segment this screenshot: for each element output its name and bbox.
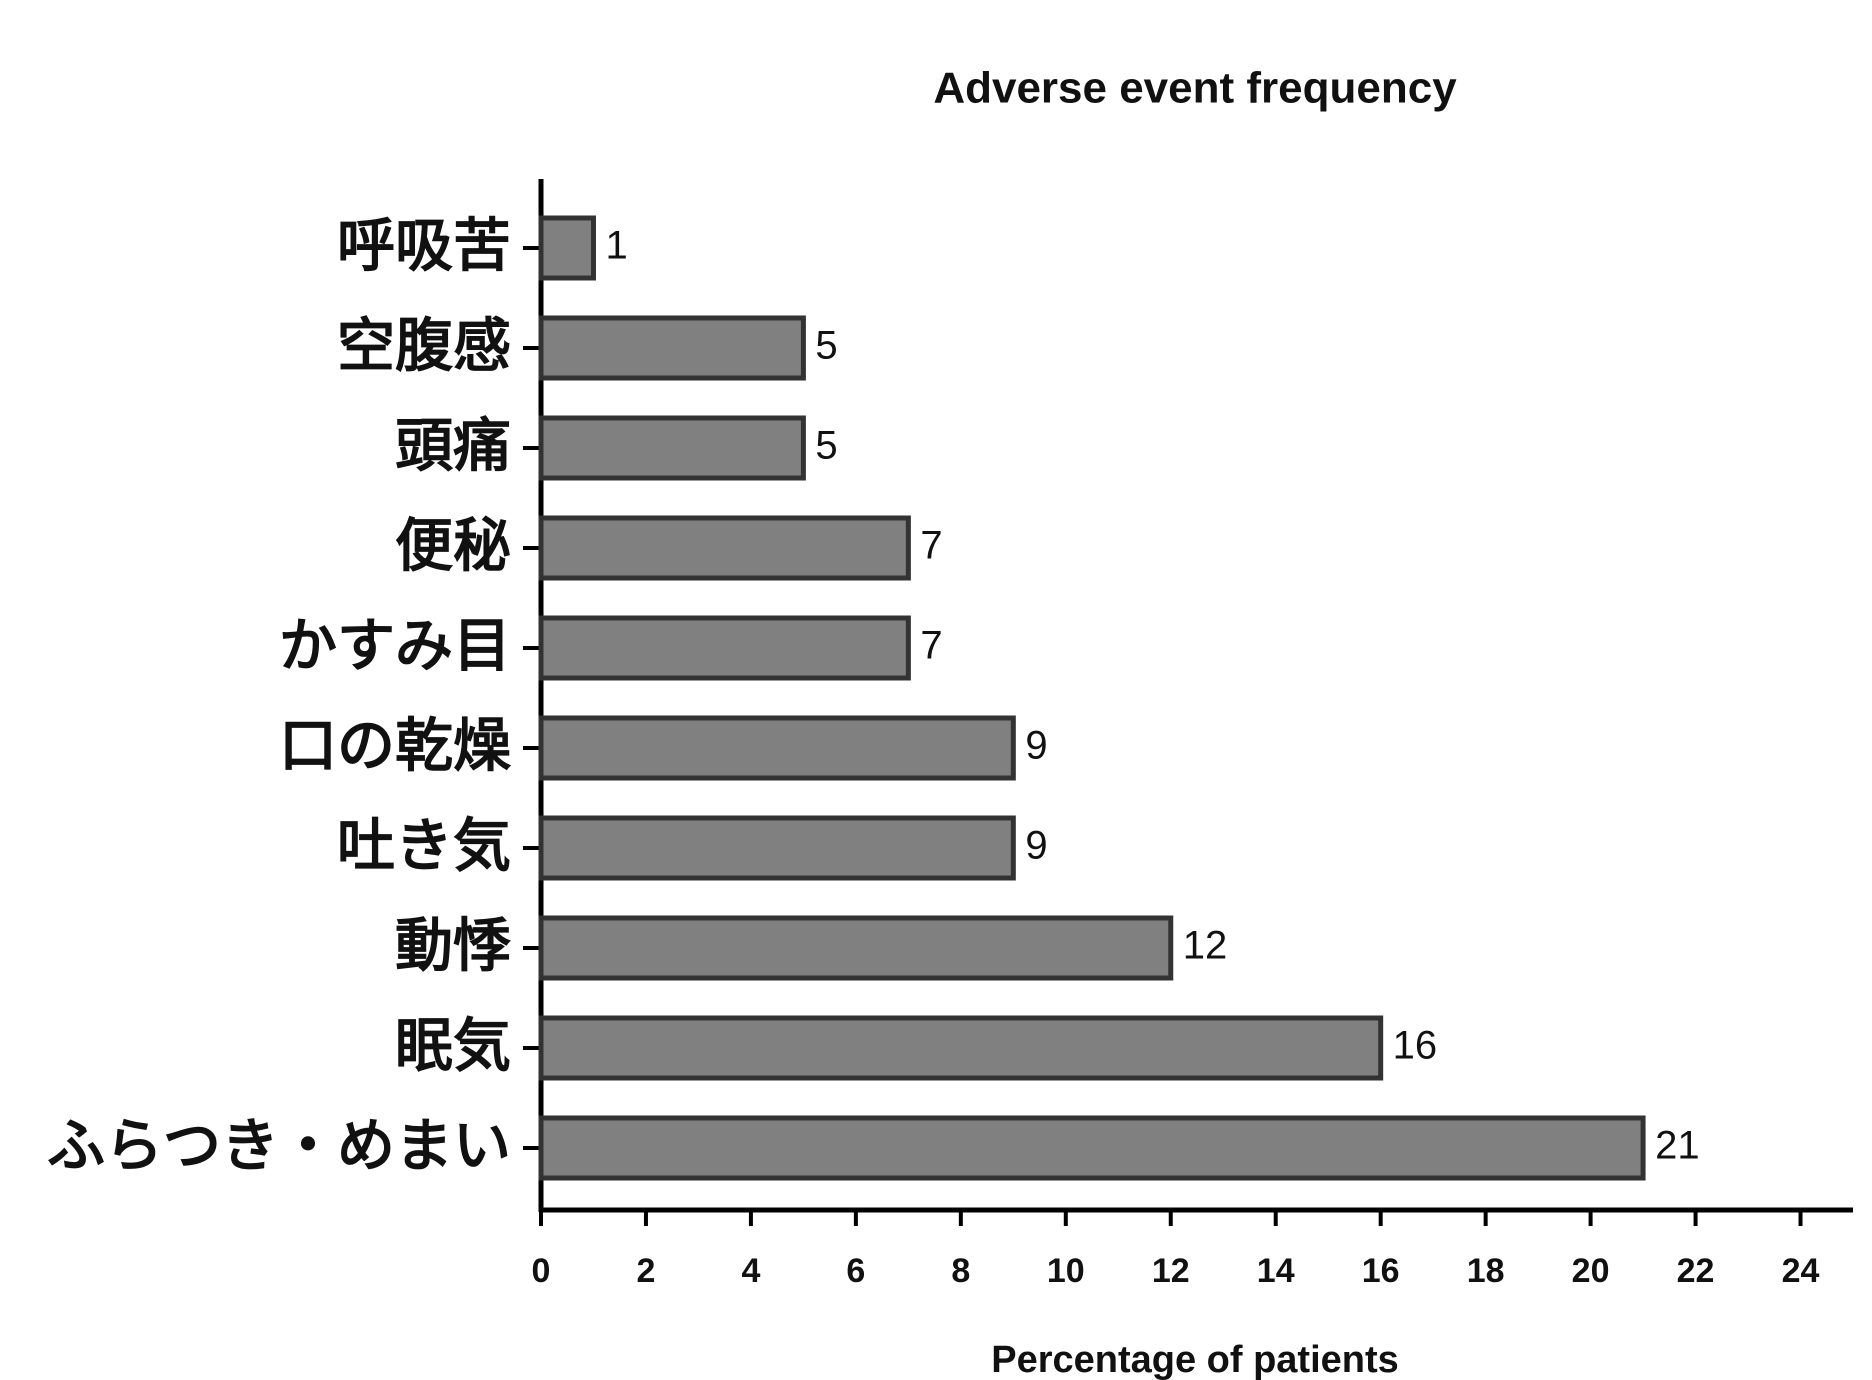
- x-tick-label: 18: [1467, 1252, 1505, 1290]
- data-label: 9: [1025, 824, 1047, 868]
- x-tick-label: 16: [1362, 1252, 1400, 1290]
- bar: [538, 1015, 1384, 1081]
- data-label: 1: [605, 224, 627, 268]
- bar: [538, 615, 911, 681]
- y-tick-label: 動悸: [395, 913, 512, 978]
- chart-title: Adverse event frequency: [933, 64, 1457, 113]
- x-tick-label: 20: [1572, 1252, 1610, 1290]
- bar: [538, 415, 806, 481]
- y-tick-label: 頭痛: [395, 413, 511, 478]
- bar: [538, 215, 596, 281]
- x-axis-label: Percentage of patients: [991, 1339, 1399, 1380]
- bar: [538, 315, 806, 381]
- x-tick-label: 4: [741, 1252, 760, 1290]
- x-tick-label: 24: [1782, 1252, 1820, 1290]
- data-label: 7: [920, 524, 942, 568]
- data-label: 16: [1393, 1024, 1438, 1068]
- bar: [538, 515, 911, 581]
- y-tick-label: 便秘: [395, 513, 511, 578]
- y-tick-label: 空腹感: [337, 313, 511, 378]
- data-label: 9: [1025, 724, 1047, 768]
- y-tick-label: 眠気: [395, 1013, 511, 1078]
- x-tick-label: 10: [1047, 1252, 1085, 1290]
- y-tick-label: 口の乾燥: [279, 713, 512, 778]
- y-tick-label: ふらつき・めまい: [47, 1113, 511, 1178]
- x-tick-label: 0: [532, 1252, 551, 1290]
- x-tick-label: 2: [636, 1252, 655, 1290]
- data-label: 7: [920, 624, 942, 668]
- data-label: 21: [1655, 1124, 1700, 1168]
- x-tick-label: 22: [1677, 1252, 1715, 1290]
- x-tick-label: 6: [846, 1252, 865, 1290]
- bar: [538, 915, 1174, 981]
- y-tick-label: かすみ目: [279, 613, 511, 678]
- x-tick-label: 12: [1152, 1252, 1190, 1290]
- y-tick-label: 呼吸苦: [337, 213, 511, 278]
- x-tick-label: 8: [951, 1252, 970, 1290]
- data-label: 12: [1183, 924, 1228, 968]
- y-tick-label: 吐き気: [337, 813, 511, 878]
- bar: [538, 815, 1016, 881]
- data-label: 5: [815, 324, 837, 368]
- bar: [538, 1115, 1646, 1181]
- bar: [538, 715, 1016, 781]
- x-tick-label: 14: [1257, 1252, 1295, 1290]
- data-label: 5: [815, 424, 837, 468]
